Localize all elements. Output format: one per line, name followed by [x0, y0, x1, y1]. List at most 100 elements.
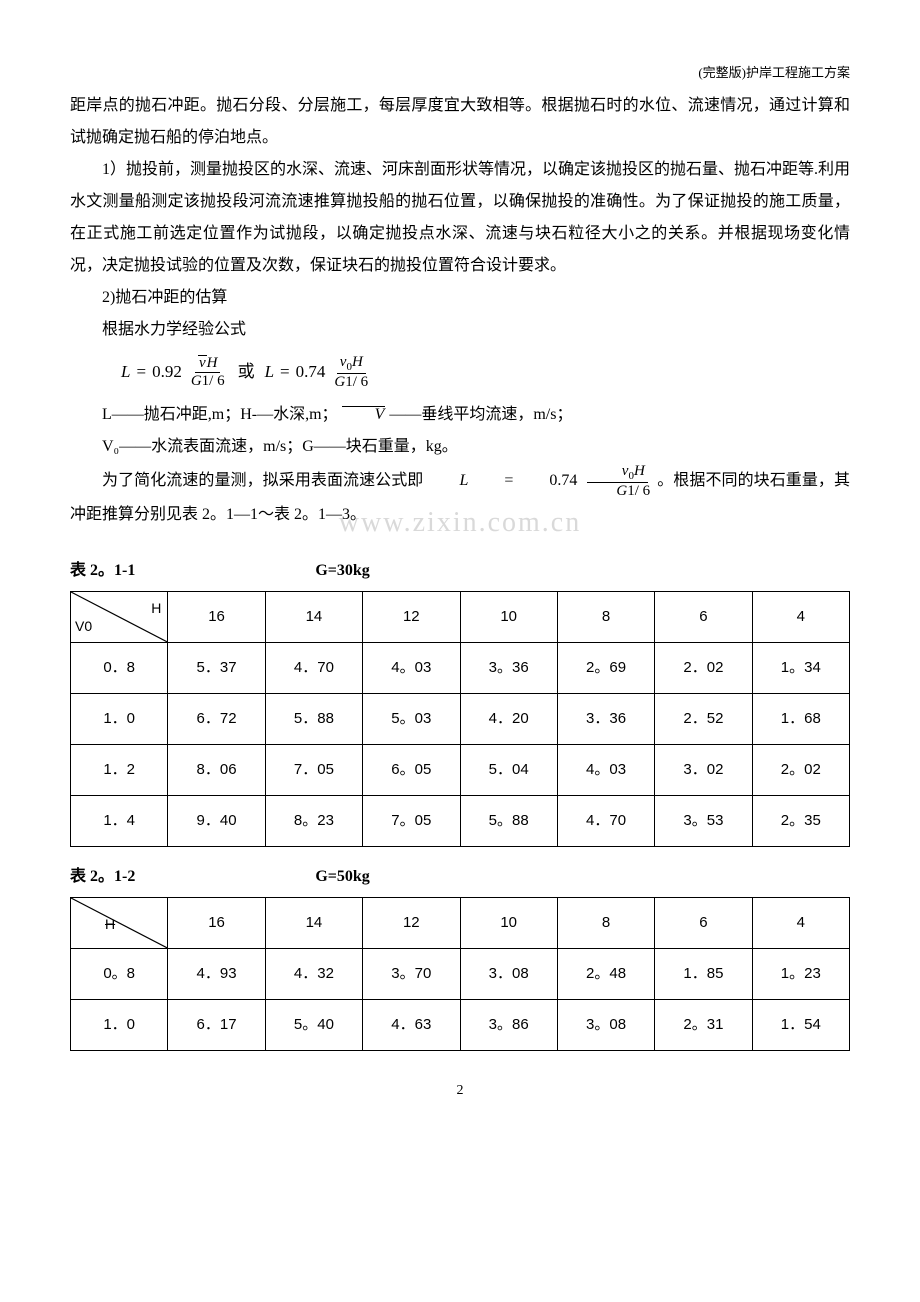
table2-r1-v: 1．0 — [71, 1000, 168, 1051]
table2-r1-c2: 4．63 — [363, 1000, 460, 1051]
formula-exp2: 1/ 6 — [345, 374, 368, 390]
table1-r3-c1: 8。23 — [265, 796, 362, 847]
p5-a: 为了简化流速的量测，拟采用表面流速公式即 — [102, 472, 423, 489]
formula-c1: 0.92 — [152, 355, 182, 389]
table-1: H V0 16 14 12 10 8 6 4 0．8 5．37 4．70 4。0… — [70, 591, 850, 847]
table2-r1-c6: 1．54 — [752, 1000, 849, 1051]
table-row: 0。8 4．93 4．32 3。70 3．08 2。48 1．85 1。23 — [71, 949, 850, 1000]
table1-r3-v: 1．4 — [71, 796, 168, 847]
table2-col-1: 14 — [265, 898, 362, 949]
table1-diag-h: H — [151, 594, 161, 622]
formula-L: L — [121, 355, 130, 389]
table1-r1-c5: 2．52 — [655, 694, 752, 745]
table1-r3-c3: 5。88 — [460, 796, 557, 847]
table1-r0-c2: 4。03 — [363, 643, 460, 694]
table1-col-2: 12 — [363, 592, 460, 643]
table1-col-6: 4 — [752, 592, 849, 643]
table2-r1-c3: 3。86 — [460, 1000, 557, 1051]
table1-col-3: 10 — [460, 592, 557, 643]
inline-c2: 0.74 — [517, 473, 577, 489]
inline-exp: 1/ 6 — [627, 483, 650, 499]
table-row: 1．4 9．40 8。23 7。05 5。88 4．70 3。53 2。35 — [71, 796, 850, 847]
table-row: 0．8 5．37 4．70 4。03 3。36 2。69 2．02 1。34 — [71, 643, 850, 694]
table2-r0-c4: 2。48 — [557, 949, 654, 1000]
table2-title: 表 2。1-2 G=50kg — [70, 861, 850, 893]
table1-r2-c6: 2。02 — [752, 745, 849, 796]
legend-line-1: L——抛石冲距,m；H-—水深,m； V ——垂线平均流速，m/s； — [70, 399, 850, 431]
paragraph-4: 根据水力学经验公式 — [70, 314, 850, 346]
formula-or: 或 — [238, 355, 255, 389]
formula-block: L = 0.92 vH G1/ 6 或 L = 0.74 v0H G1/ 6 — [121, 354, 850, 391]
table1-r0-c6: 1。34 — [752, 643, 849, 694]
table2-r1-c5: 2。31 — [655, 1000, 752, 1051]
table1-r0-v: 0．8 — [71, 643, 168, 694]
formula-c2: 0.74 — [296, 355, 326, 389]
table1-diag-v: V0 — [75, 612, 92, 640]
table2-r0-v: 0。8 — [71, 949, 168, 1000]
formula-eq: = — [136, 355, 146, 389]
table1-r2-c4: 4。03 — [557, 745, 654, 796]
table1-r1-c6: 1．68 — [752, 694, 849, 745]
table1-r3-c6: 2。35 — [752, 796, 849, 847]
table1-title: 表 2。1-1 G=30kg — [70, 555, 850, 587]
table1-r0-c1: 4．70 — [265, 643, 362, 694]
table-row: 1．0 6．17 5。40 4．63 3。86 3。08 2。31 1．54 — [71, 1000, 850, 1051]
table-2: H 16 14 12 10 8 6 4 0。8 4．93 4．32 3。70 3… — [70, 897, 850, 1051]
table2-r0-c2: 3。70 — [363, 949, 460, 1000]
inline-formula: L = 0.74 v0H G1/ 6 — [427, 463, 653, 500]
table1-col-0: 16 — [168, 592, 265, 643]
table2-r1-c4: 3。08 — [557, 1000, 654, 1051]
table1-r0-c4: 2。69 — [557, 643, 654, 694]
table2-r0-c0: 4．93 — [168, 949, 265, 1000]
table1-r1-c2: 5。03 — [363, 694, 460, 745]
table2-r0-c6: 1。23 — [752, 949, 849, 1000]
table2-header-row: H 16 14 12 10 8 6 4 — [71, 898, 850, 949]
table1-r3-c5: 3。53 — [655, 796, 752, 847]
paragraph-3: 2)抛石冲距的估算 — [70, 282, 850, 314]
table2-col-6: 4 — [752, 898, 849, 949]
formula-frac-2: v0H G1/ 6 — [331, 354, 371, 391]
table1-r2-c0: 8．06 — [168, 745, 265, 796]
table2-r1-c0: 6．17 — [168, 1000, 265, 1051]
table1-r2-c1: 7．05 — [265, 745, 362, 796]
formula-G1: G — [191, 373, 202, 389]
table1-r3-c2: 7。05 — [363, 796, 460, 847]
legend-1a: L——抛石冲距,m；H-—水深,m； — [102, 406, 338, 423]
formula-vbar: v — [198, 355, 207, 371]
table1-r1-v: 1．0 — [71, 694, 168, 745]
formula-frac-1: vH G1/ 6 — [188, 355, 228, 389]
table2-r0-c5: 1．85 — [655, 949, 752, 1000]
formula-G2: G — [334, 374, 345, 390]
table1-r3-c4: 4．70 — [557, 796, 654, 847]
table2-diag-cell: H — [71, 898, 168, 949]
table2-r0-c1: 4．32 — [265, 949, 362, 1000]
table1-r1-c1: 5．88 — [265, 694, 362, 745]
table1-r1-c4: 3．36 — [557, 694, 654, 745]
table-row: 1．0 6．72 5．88 5。03 4．20 3．36 2．52 1．68 — [71, 694, 850, 745]
table1-r1-c0: 6．72 — [168, 694, 265, 745]
inline-H: H — [634, 463, 645, 479]
table1-r2-c3: 5．04 — [460, 745, 557, 796]
table1-r1-c3: 4．20 — [460, 694, 557, 745]
table2-title-left: 表 2。1-2 — [70, 861, 135, 893]
formula-eq2: = — [280, 355, 290, 389]
paragraph-2: 1）抛投前，测量抛投区的水深、流速、河床剖面形状等情况，以确定该抛投区的抛石量、… — [70, 154, 850, 282]
table1-r0-c0: 5．37 — [168, 643, 265, 694]
table1-r0-c3: 3。36 — [460, 643, 557, 694]
table1-header-row: H V0 16 14 12 10 8 6 4 — [71, 592, 850, 643]
table1-r2-c2: 6。05 — [363, 745, 460, 796]
table1-r3-c0: 9．40 — [168, 796, 265, 847]
table2-col-4: 8 — [557, 898, 654, 949]
formula-exp1: 1/ 6 — [202, 373, 225, 389]
table2-col-3: 10 — [460, 898, 557, 949]
table1-col-1: 14 — [265, 592, 362, 643]
table1-col-5: 6 — [655, 592, 752, 643]
table2-col-0: 16 — [168, 898, 265, 949]
table1-diag-cell: H V0 — [71, 592, 168, 643]
table2-title-right: G=50kg — [315, 861, 369, 893]
legend-1b: ——垂线平均流速，m/s； — [389, 406, 572, 423]
table1-title-right: G=30kg — [315, 555, 369, 587]
legend-line-2: V₀——水流表面流速，m/s；G——块石重量，kg。 — [70, 431, 850, 463]
formula-L2: L — [265, 355, 274, 389]
table2-diag-h: H — [105, 910, 115, 938]
